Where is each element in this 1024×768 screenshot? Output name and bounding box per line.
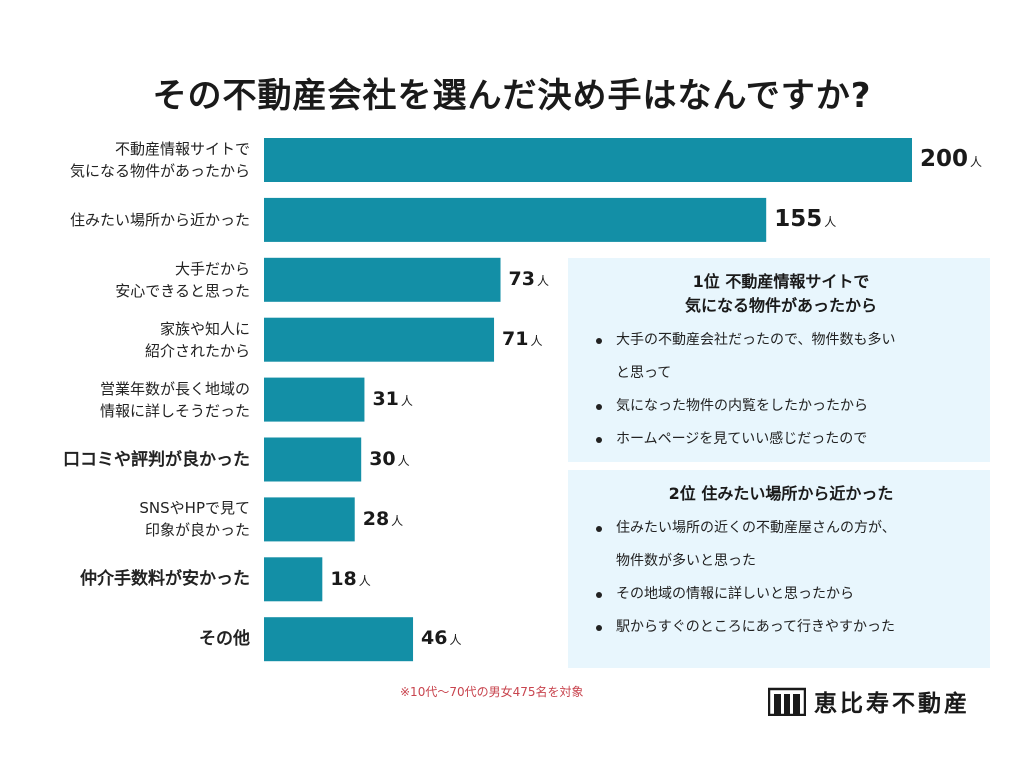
value-number: 71: [502, 327, 529, 350]
category-label-line: 住みたい場所から近かった: [69, 210, 250, 229]
value-label: 30 人: [369, 448, 409, 470]
value-number: 18: [330, 567, 357, 590]
rank2-box-title: 2位 住みたい場所から近かった: [594, 482, 968, 506]
category-label-line: その他: [199, 629, 250, 650]
category-label: 仲介手数料が安かった: [20, 568, 250, 590]
bar-4: [264, 377, 365, 422]
value-number: 31: [372, 387, 399, 410]
rank1-box-title-line: 1位 不動産情報サイトで: [692, 272, 870, 291]
category-label: 大手だから安心できると思った: [20, 258, 250, 302]
value-label: 73 人: [509, 268, 549, 290]
category-label: その他: [20, 628, 250, 650]
comment-item: その地域の情報に詳しいと思ったから: [594, 578, 968, 611]
value-unit: 人: [397, 453, 410, 468]
rank2-comment-box: 2位 住みたい場所から近かった 住みたい場所の近くの不動産屋さんの方が、 物件数…: [568, 470, 990, 668]
category-label: 口コミや評判が良かった: [20, 449, 250, 471]
category-label-line: SNSやHPで見て: [139, 499, 250, 518]
bar-0: [264, 138, 912, 182]
comment-item-continued: と思って: [616, 365, 672, 381]
chart-title: その不動産会社を選んだ決め手はなんですか?: [152, 76, 872, 116]
comment-item-continued: 物件数が多いと思った: [616, 553, 756, 569]
category-label-line: 口コミや評判が良かった: [63, 449, 250, 470]
bar-6: [264, 497, 355, 542]
value-unit: 人: [970, 154, 983, 169]
rank1-comment-box: 1位 不動産情報サイトで 気になる物件があったから 大手の不動産会社だったので、…: [568, 258, 990, 462]
value-unit: 人: [358, 573, 371, 588]
comment-item: ホームページを見ていい感じだったので: [594, 423, 968, 456]
category-label-line: 紹介されたから: [144, 341, 250, 360]
bar-7: [264, 557, 323, 602]
company-logo: 恵比寿不動産: [768, 684, 970, 718]
comment-item: 住みたい場所の近くの不動産屋さんの方が、: [594, 512, 968, 545]
comment-item: 駅からすぐのところにあって行きやすかった: [594, 611, 968, 644]
bar-5: [264, 437, 362, 482]
value-unit: 人: [536, 274, 549, 289]
value-unit: 人: [391, 513, 404, 528]
category-label-line: 大手だから: [174, 259, 250, 278]
value-number: 30: [369, 447, 396, 470]
bar-1: [264, 197, 767, 242]
comment-item: 大手の不動産会社だったので、物件数も多い: [594, 324, 968, 357]
comment-item: 気になった物件の内覧をしたかったから: [594, 390, 968, 423]
value-label: 18 人: [330, 568, 370, 590]
value-unit: 人: [400, 393, 413, 408]
category-label: 住みたい場所から近かった: [20, 209, 250, 231]
value-number: 73: [508, 268, 535, 291]
category-label-line: 仲介手数料が安かった: [80, 569, 250, 590]
value-number: 28: [362, 507, 390, 530]
category-label: 家族や知人に紹介されたから: [20, 318, 250, 362]
value-label: 46 人: [421, 627, 461, 649]
rank2-box-title-line: 2位 住みたい場所から近かった: [668, 484, 894, 503]
value-unit: 人: [824, 214, 837, 229]
category-label-line: 気になる物件があったから: [69, 162, 250, 180]
category-label: 不動産情報サイトで気になる物件があったから: [20, 138, 250, 182]
category-label: 営業年数が長く地域の 情報に詳しそうだった: [20, 378, 250, 422]
value-unit: 人: [530, 333, 543, 348]
rank1-comment-list: 大手の不動産会社だったので、物件数も多い と思って 気になった物件の内覧をしたか…: [594, 324, 968, 456]
value-number: 155: [774, 205, 823, 232]
category-label: SNSやHPで見て 印象が良かった: [20, 497, 250, 541]
rank1-box-title: 1位 不動産情報サイトで 気になる物件があったから: [594, 270, 968, 318]
value-label: 200 人: [920, 146, 982, 172]
category-label-line: 家族や知人に: [159, 319, 250, 338]
value-number: 200: [920, 145, 969, 172]
rank1-box-title-line: 気になる物件があったから: [684, 296, 877, 315]
category-label-line: 不動産情報サイトで: [114, 140, 250, 158]
value-unit: 人: [449, 633, 462, 648]
value-label: 31 人: [372, 388, 412, 410]
value-label: 155 人: [774, 206, 836, 232]
rank2-comment-list: 住みたい場所の近くの不動産屋さんの方が、 物件数が多いと思った その地域の情報に…: [594, 512, 968, 644]
value-label: 28 人: [363, 508, 403, 530]
value-number: 46: [421, 627, 448, 650]
category-label-line: 安心できると思った: [115, 281, 250, 300]
category-label-line: 印象が良かった: [144, 521, 250, 540]
category-label-line: 営業年数が長く地域の: [99, 379, 250, 398]
bar-8: [264, 617, 414, 662]
building-icon: [768, 687, 806, 716]
bar-2: [264, 257, 501, 302]
value-label: 71 人: [502, 328, 542, 350]
bar-3: [264, 317, 495, 362]
company-name: 恵比寿不動産: [814, 691, 970, 717]
survey-note: ※10代〜70代の男女475名を対象: [400, 685, 584, 699]
category-label-line: 情報に詳しそうだった: [99, 401, 250, 420]
